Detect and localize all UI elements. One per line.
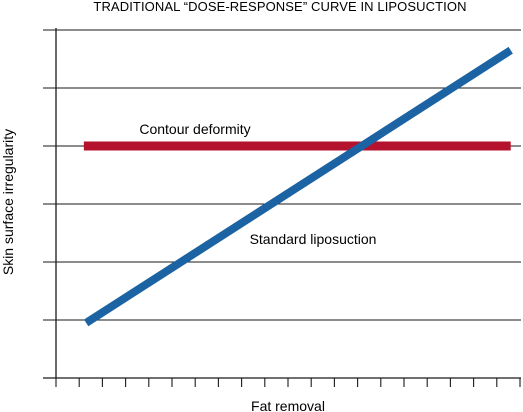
series-line-standard-liposuction bbox=[83, 46, 513, 327]
series-label-standard-liposuction: Standard liposuction bbox=[250, 231, 377, 247]
chart-title: TRADITIONAL “DOSE-RESPONSE” CURVE IN LIP… bbox=[93, 0, 466, 14]
gridlines bbox=[43, 29, 521, 321]
y-axis-label: Skin surface irregularity bbox=[0, 129, 16, 275]
series-label-contour-deformity: Contour deformity bbox=[139, 121, 250, 137]
axes bbox=[43, 28, 521, 387]
data-series bbox=[83, 46, 513, 327]
x-axis-label: Fat removal bbox=[251, 398, 325, 412]
